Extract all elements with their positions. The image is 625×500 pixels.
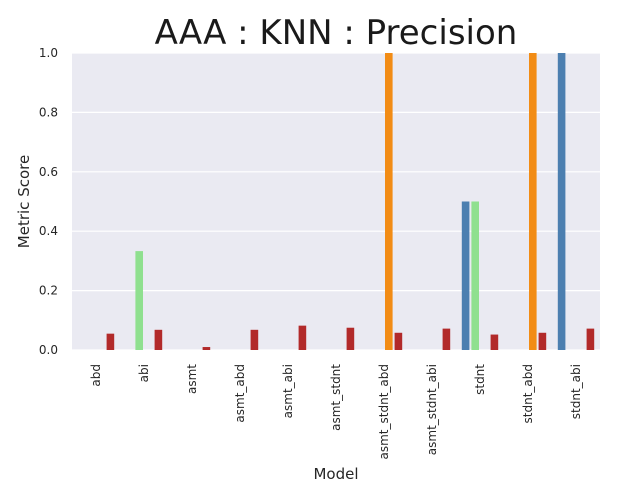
bar [442, 328, 451, 350]
bar [298, 325, 307, 350]
bar [394, 332, 403, 350]
bar [385, 53, 393, 350]
x-tick-label: asmt_abd [233, 364, 247, 423]
bar [586, 328, 595, 350]
y-axis-label: Metric Score [15, 155, 33, 248]
bar [461, 201, 470, 350]
x-tick-label: asmt_abi [281, 364, 295, 418]
x-tick-labels: abd abi asmt asmt_abd asmt_abi asmt_stdnt asmt… [89, 364, 583, 460]
y-tick-label: 1.0 [39, 46, 58, 60]
bar [529, 53, 537, 350]
x-tick-label: abd [89, 364, 103, 387]
x-tick-label: asmt [185, 364, 199, 394]
bar [154, 329, 163, 350]
y-tick-label: 0.2 [39, 284, 58, 298]
x-tick-label: stdnt_abd [521, 364, 535, 423]
x-tick-label: stdnt [473, 364, 487, 395]
bar [490, 334, 499, 350]
bars [106, 53, 595, 350]
bar [135, 251, 143, 350]
bar [346, 327, 355, 350]
y-tick-label: 0.8 [39, 105, 58, 119]
grid-lines [72, 52, 600, 351]
bar [202, 347, 211, 350]
y-tick-label: 0.6 [39, 165, 58, 179]
bar [538, 332, 547, 350]
x-tick-label: asmt_stdnt_abd [377, 364, 391, 459]
bar [250, 329, 259, 350]
bar [557, 53, 566, 350]
y-tick-label: 0.4 [39, 224, 58, 238]
x-axis-label: Model [313, 465, 358, 483]
plot-area [72, 53, 600, 350]
x-tick-label: abi [137, 364, 151, 382]
x-tick-label: stdnt_abi [569, 364, 583, 419]
bar [106, 333, 115, 350]
y-tick-label: 0.0 [39, 343, 58, 357]
chart-title: AAA : KNN : Precision [155, 13, 518, 53]
bar [471, 201, 479, 350]
y-tick-labels: 0.0 0.2 0.4 0.6 0.8 1.0 [39, 46, 58, 357]
x-tick-label: asmt_stdnt_abi [425, 364, 439, 455]
x-tick-label: asmt_stdnt [329, 364, 343, 431]
